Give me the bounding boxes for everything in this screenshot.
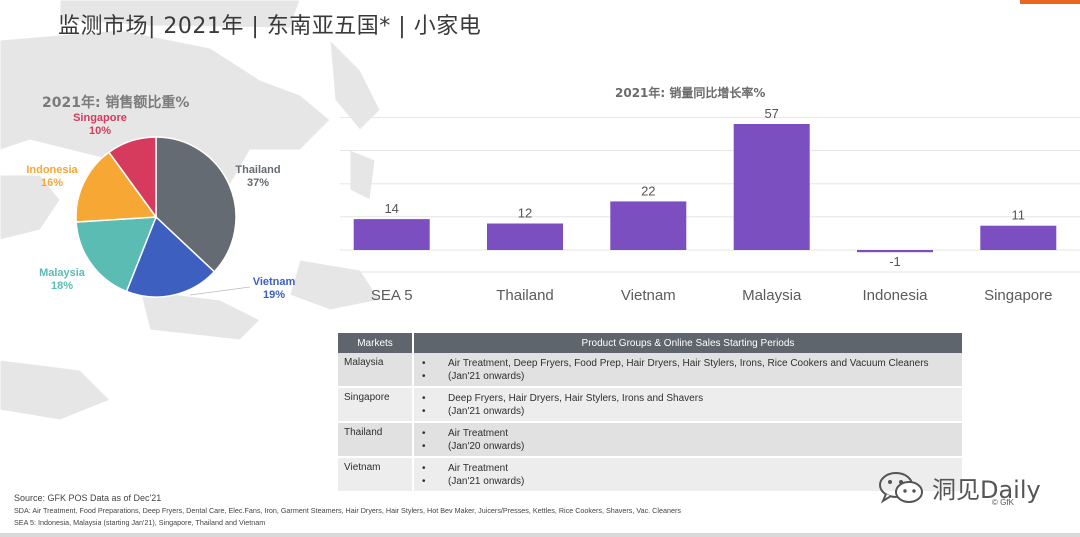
product-groups: Deep Fryers, Hair Dryers, Hair Stylers, … [448, 393, 704, 404]
table-row: Vietnam • Air Treatment • (Jan'21 onwards) [338, 457, 962, 493]
markets-table: Markets Product Groups & Online Sales St… [338, 333, 962, 493]
product-groups: Air Treatment [448, 463, 509, 474]
products-cell: • Air Treatment • (Jan'21 onwards) [412, 457, 962, 493]
start-period: (Jan'20 onwards) [448, 441, 525, 452]
bar-value-label: 22 [641, 183, 655, 198]
bullet: • [422, 371, 426, 382]
pie-label-thailand: Thailand [235, 164, 280, 176]
market-cell: Thailand [338, 422, 413, 458]
table-row: Thailand • Air Treatment • (Jan'20 onwards… [338, 422, 962, 458]
pie-chart-title: 2021年: 销售额比重% [42, 95, 190, 111]
bar-thailand [487, 223, 563, 250]
pie-slice-indonesia [75, 151, 158, 223]
table-row: Singapore • Deep Fryers, Hair Dryers, Hai… [338, 387, 962, 423]
bar-singapore [980, 225, 1057, 250]
bar-category-label: Thailand [496, 287, 554, 304]
bar-category-label: SEA 5 [371, 287, 413, 304]
sda-footnote: SDA: Air Treatment, Food Preparations, D… [14, 506, 681, 515]
table-row: Malaysia • Air Treatment, Deep Fryers, Fo… [338, 353, 962, 388]
bullet: • [422, 428, 426, 439]
products-cell: • Deep Fryers, Hair Dryers, Hair Stylers,… [412, 387, 962, 423]
bullet: • [422, 393, 426, 404]
product-groups: Air Treatment [448, 428, 509, 439]
bottom-bar [0, 533, 1080, 537]
bar-category-label: Malaysia [742, 287, 802, 304]
pie-slice-malaysia [75, 216, 158, 293]
pie-slice-thailand [155, 136, 237, 273]
bar-sea-5 [353, 219, 430, 250]
pie-label-indonesia: Indonesia [26, 164, 78, 176]
pie-slice-singapore [107, 136, 157, 220]
wechat-icon [879, 472, 923, 504]
source-note: Source: GFK POS Data as of Dec'21 [14, 493, 162, 503]
pie-value-singapore: 10% [89, 125, 111, 137]
bar-indonesia [857, 250, 933, 253]
bar-vietnam [610, 201, 687, 250]
products-cell: • Air Treatment • (Jan'20 onwards) [412, 422, 962, 458]
accent-bar [1020, 0, 1080, 4]
bar-category-label: Singapore [984, 287, 1052, 304]
pie-label-singapore: Singapore [73, 112, 127, 124]
pie-value-thailand: 37% [247, 177, 269, 189]
bar-chart: 14 SEA 5 12 Thailand 22 Vietnam 57 Malaysia -1 In… [340, 106, 1080, 304]
bar-malaysia [733, 124, 810, 250]
market-cell: Malaysia [338, 353, 413, 388]
page-title: 监测市场| 2021年 | 东南亚五国* | 小家电 [58, 14, 482, 39]
bar-category-label: Indonesia [862, 287, 928, 304]
bullet: • [422, 358, 426, 369]
products-cell: • Air Treatment, Deep Fryers, Food Prep, … [412, 353, 962, 388]
pie-value-indonesia: 16% [41, 177, 63, 189]
market-cell: Singapore [338, 387, 413, 423]
pie-value-vietnam: 19% [263, 289, 285, 301]
bar-chart-title: 2021年: 销量同比增长率% [615, 86, 766, 100]
start-period: (Jan'21 onwards) [448, 406, 525, 417]
pie-label-vietnam: Vietnam [253, 276, 296, 288]
bullet: • [422, 441, 426, 452]
watermark-text: 洞见Daily [932, 476, 1041, 504]
bullet: • [422, 463, 426, 474]
table-header-markets: Markets [338, 333, 413, 353]
market-cell: Vietnam [338, 457, 413, 493]
copyright-text: © GfK [992, 498, 1014, 507]
start-period: (Jan'21 onwards) [448, 371, 525, 382]
bullet: • [422, 406, 426, 417]
bar-value-label: 11 [1012, 208, 1026, 223]
bar-value-label: 57 [764, 106, 778, 121]
vietnam-leader-line [189, 286, 251, 296]
bar-value-label: 12 [518, 206, 532, 221]
sea5-footnote: SEA 5: Indonesia, Malaysia (starting Jan… [14, 518, 266, 527]
bar-value-label: -1 [889, 254, 901, 269]
bullet: • [422, 476, 426, 487]
pie-value-malaysia: 18% [51, 280, 73, 292]
bar-value-label: 14 [384, 201, 398, 216]
start-period: (Jan'21 onwards) [448, 476, 525, 487]
product-groups: Air Treatment, Deep Fryers, Food Prep, H… [448, 358, 929, 369]
pie-label-malaysia: Malaysia [39, 267, 86, 279]
table-header-products: Product Groups & Online Sales Starting P… [412, 333, 962, 353]
bar-category-label: Vietnam [621, 287, 676, 304]
